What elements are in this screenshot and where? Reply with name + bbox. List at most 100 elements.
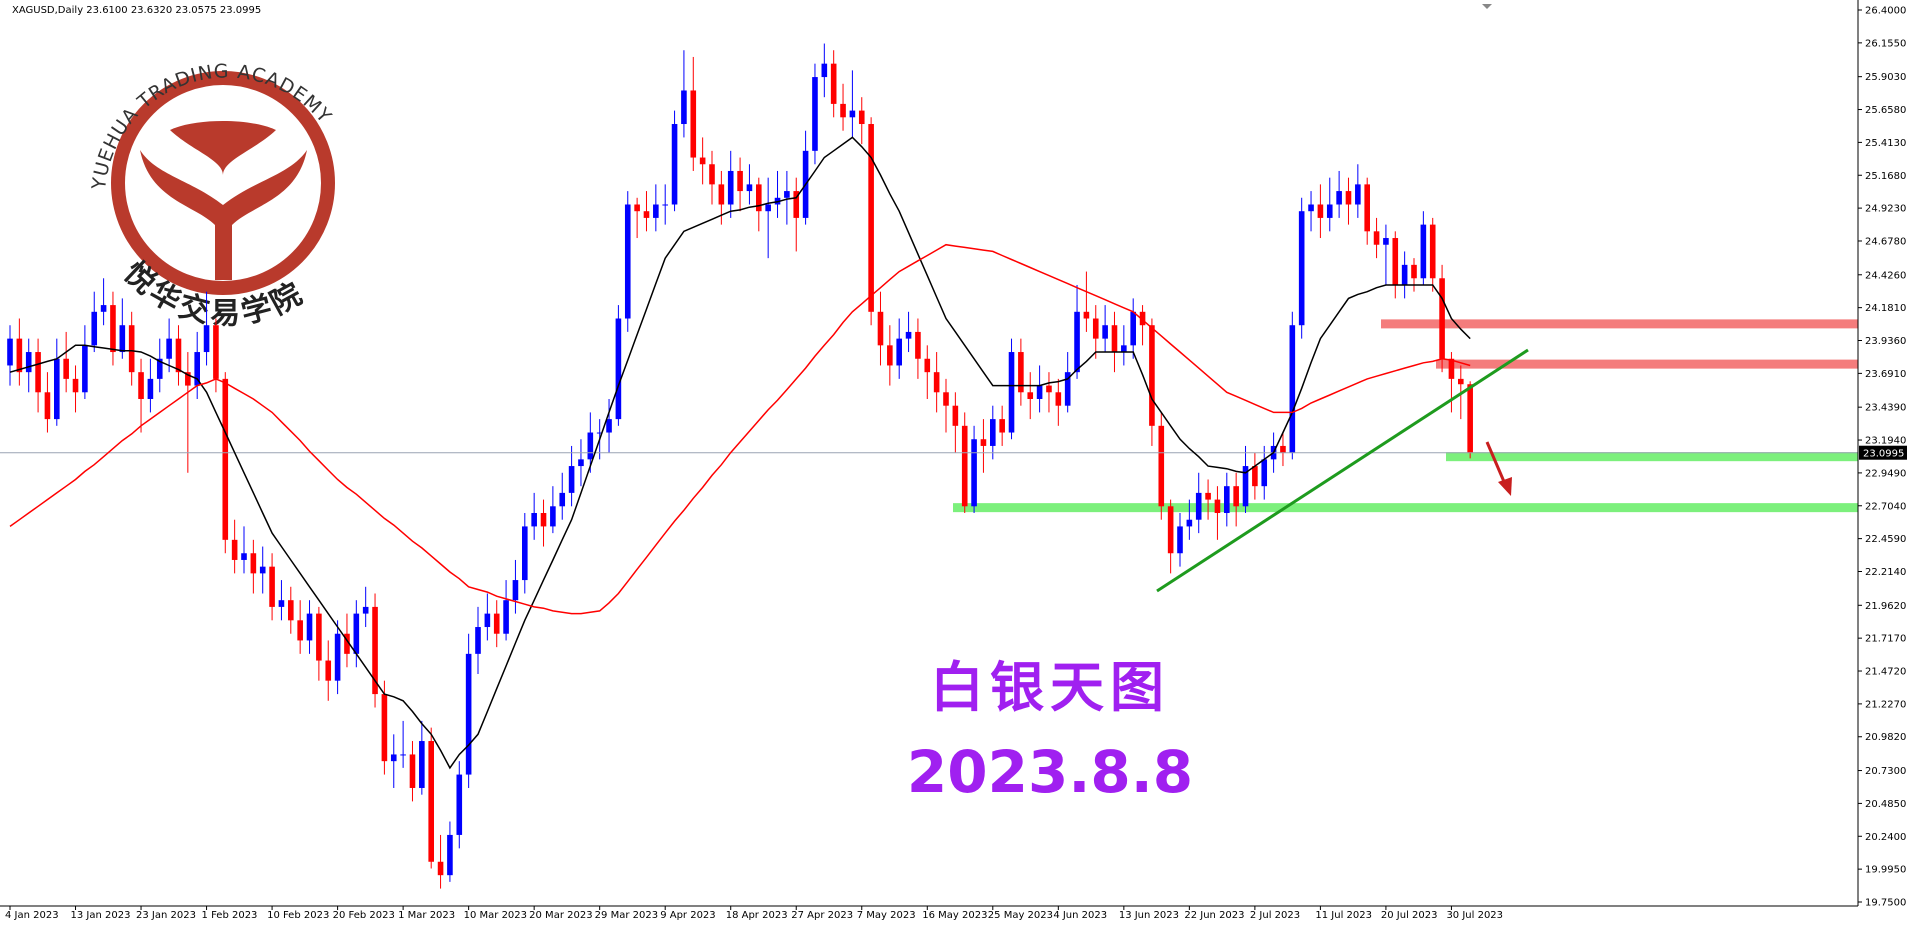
candle-body [456, 774, 463, 835]
candle-body [1401, 264, 1408, 285]
candle-body [1036, 385, 1043, 399]
candle-body [587, 432, 594, 460]
candle-body [1298, 211, 1305, 326]
candle-body [1186, 519, 1193, 527]
candle-body [596, 432, 603, 434]
candle-body [643, 211, 650, 218]
candle-body [1345, 191, 1352, 205]
candle-body [1027, 392, 1034, 399]
candle-body [1130, 311, 1136, 346]
scroll-marker [1482, 4, 1492, 9]
candle-body [231, 539, 238, 560]
candle-body [671, 124, 678, 205]
candle-body [288, 600, 294, 621]
candle-body [840, 103, 846, 118]
candle-body [915, 331, 921, 359]
x-tick-label: 13 Jan 2023 [71, 910, 131, 921]
candle-body [512, 580, 519, 601]
y-tick-label: 19.7500 [1865, 898, 1906, 909]
candle-body [362, 606, 369, 614]
candle-body [624, 204, 631, 319]
candle-body [756, 184, 762, 212]
candle-body [812, 77, 818, 151]
candle-body [175, 338, 182, 373]
y-tick-label: 21.9620 [1865, 601, 1906, 612]
y-tick-label: 23.4390 [1865, 403, 1906, 414]
x-tick-label: 30 Jul 2023 [1446, 910, 1503, 921]
candle-body [147, 378, 154, 399]
candle-body [1074, 311, 1080, 373]
y-tick-label: 23.1940 [1865, 436, 1906, 447]
candle-body [1467, 384, 1473, 453]
candle-body [1383, 238, 1389, 245]
candle-body [821, 63, 828, 78]
arrow [1485, 441, 1507, 485]
candle-body [1139, 311, 1146, 326]
annotation: 2023.8.8 [907, 738, 1193, 806]
candle-body [522, 526, 528, 581]
candle-body [503, 600, 509, 634]
candle-body [166, 338, 172, 359]
candle-body [35, 352, 41, 393]
candle-body [63, 358, 69, 379]
candle-body [1102, 325, 1108, 339]
candle-body [746, 184, 753, 192]
candle-body [990, 419, 996, 446]
candle-body [465, 653, 472, 775]
candle-body [943, 392, 949, 406]
candle-body [428, 741, 434, 862]
candle-body [952, 405, 959, 426]
y-tick-label: 25.1680 [1865, 171, 1906, 182]
y-tick-label: 24.6780 [1865, 236, 1906, 247]
last-price-box [1859, 445, 1907, 460]
candle-body [259, 566, 266, 574]
candle-body [1064, 372, 1071, 406]
candle-body [1429, 224, 1436, 279]
chart-header: XAGUSD,Daily 23.6100 23.6320 23.0575 23.… [12, 5, 261, 16]
candle-body [868, 124, 874, 312]
x-tick-label: 7 May 2023 [857, 910, 916, 921]
candle-body [1195, 492, 1202, 520]
candle-body [241, 553, 247, 560]
candle-body [765, 204, 771, 212]
candle-body [1167, 506, 1174, 554]
ma-line [9, 243, 1471, 615]
x-tick-label: 13 Jun 2023 [1119, 910, 1179, 921]
y-tick-label: 26.4000 [1865, 6, 1906, 17]
candle-body [91, 311, 98, 346]
candle-body [1083, 311, 1090, 319]
candle-body [559, 492, 566, 507]
candle-body [1224, 486, 1230, 514]
candle-body [709, 164, 715, 185]
x-tick-label: 10 Mar 2023 [464, 910, 527, 921]
candle-body [933, 372, 940, 393]
x-tick-label: 23 Jan 2023 [136, 910, 196, 921]
candle-body [54, 358, 60, 420]
candle-body [306, 613, 313, 641]
candle-body [1458, 378, 1464, 385]
candle-body [353, 613, 360, 654]
y-tick-label: 24.1810 [1865, 303, 1906, 314]
candle-body [718, 184, 725, 205]
y-tick-label: 24.4260 [1865, 270, 1906, 281]
candle-body [924, 358, 931, 373]
y-tick-label: 22.4590 [1865, 534, 1906, 545]
x-tick-label: 1 Feb 2023 [202, 910, 258, 921]
candle-body [1308, 204, 1314, 212]
candle-body [662, 204, 668, 206]
x-tick-label: 11 Jul 2023 [1315, 910, 1372, 921]
y-tick-label: 21.7170 [1865, 634, 1906, 645]
y-tick-label: 21.2270 [1865, 699, 1906, 710]
candle-body [493, 613, 500, 634]
candle-body [7, 338, 13, 366]
y-tick-label: 23.6910 [1865, 369, 1906, 380]
candle-body [110, 305, 116, 353]
candle-body [484, 613, 491, 628]
candle-body [119, 325, 126, 353]
candle-body [128, 325, 135, 373]
candle-body [381, 694, 388, 762]
candle-body [16, 338, 23, 373]
x-tick-label: 20 Feb 2023 [333, 910, 395, 921]
candle-body [194, 352, 200, 386]
